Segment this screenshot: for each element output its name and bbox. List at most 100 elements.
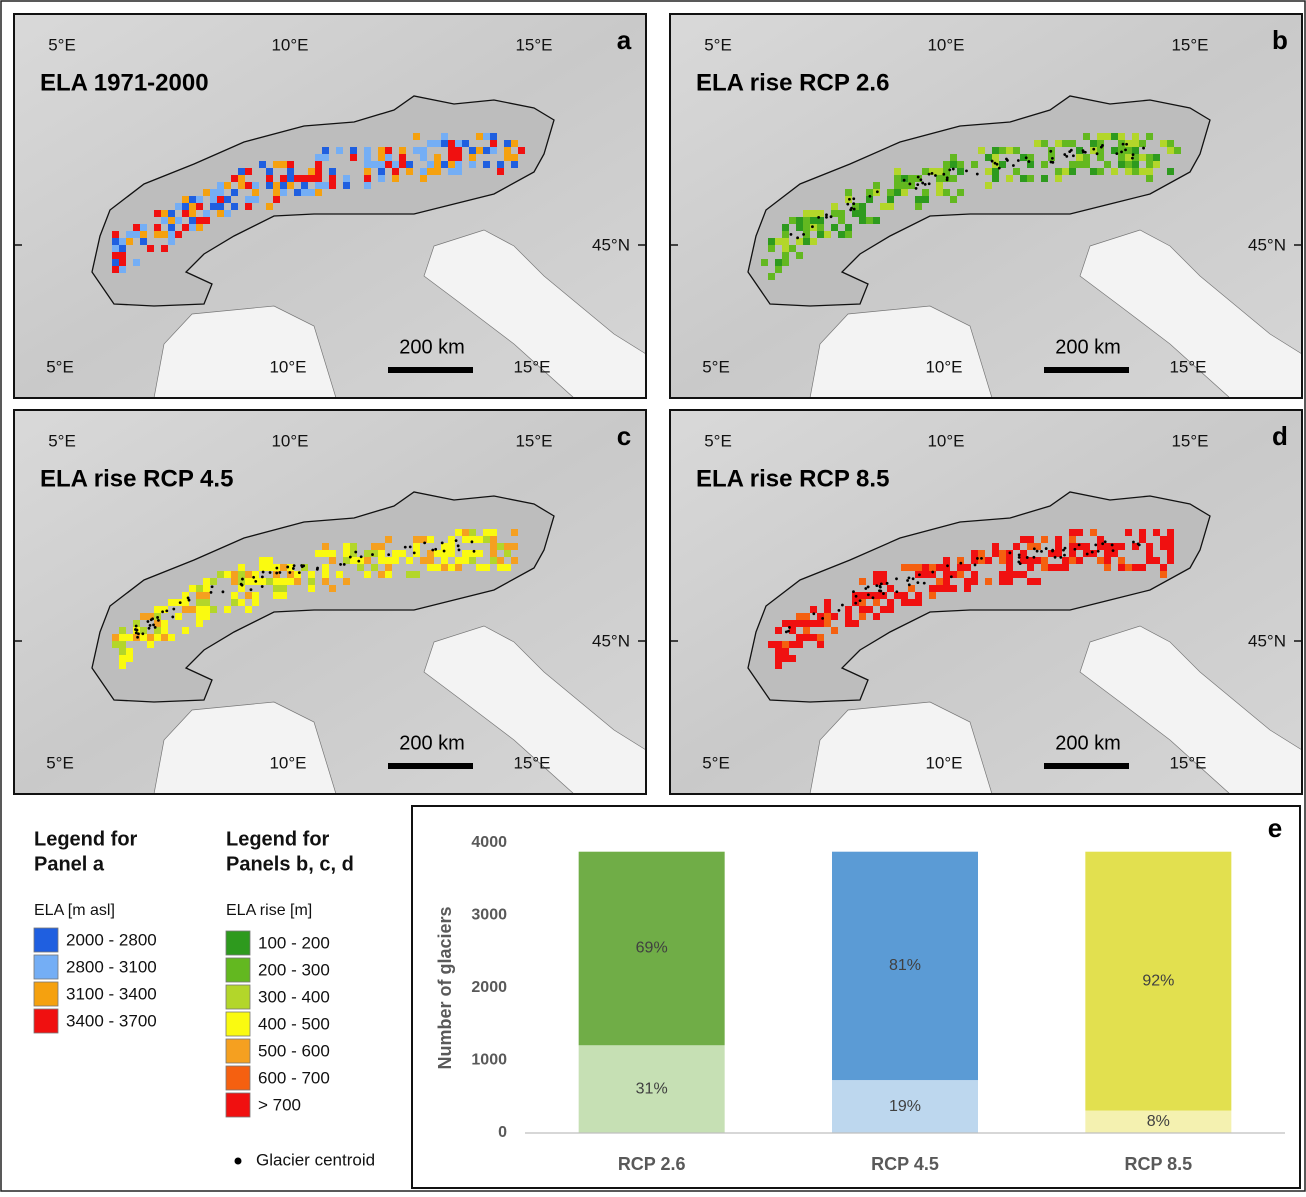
grid-cell [1013, 543, 1020, 550]
glacier-centroid [908, 183, 911, 186]
glacier-centroid [916, 581, 919, 584]
grid-cell [315, 168, 322, 175]
grid-cell [287, 168, 294, 175]
glacier-centroid [917, 176, 920, 179]
glacier-centroid [360, 555, 363, 558]
grid-cell [964, 564, 971, 571]
glacier-centroid [1092, 148, 1095, 151]
grid-cell [803, 620, 810, 627]
glacier-centroid [1065, 155, 1068, 158]
glacier-centroid [302, 564, 305, 567]
grid-cell [1097, 154, 1104, 161]
grid-cell [782, 259, 789, 266]
grid-cell [476, 536, 483, 543]
grid-cell [203, 599, 210, 606]
grid-cell [462, 140, 469, 147]
grid-cell [1132, 140, 1139, 147]
grid-cell [448, 140, 455, 147]
glacier-centroid [1033, 547, 1036, 550]
glacier-centroid [261, 576, 264, 579]
legend-swatch [34, 955, 58, 979]
grid-cell [413, 543, 420, 550]
grid-cell [203, 606, 210, 613]
glacier-centroid [165, 609, 168, 612]
glacier-centroid [135, 625, 138, 628]
grid-cell [1167, 168, 1174, 175]
grid-cell [280, 161, 287, 168]
grid-cell [371, 543, 378, 550]
grid-cell [985, 557, 992, 564]
grid-cell [490, 557, 497, 564]
grid-cell [985, 168, 992, 175]
glacier-centroid [923, 582, 926, 585]
grid-cell [1118, 557, 1125, 564]
grid-cell [231, 203, 238, 210]
grid-cell [126, 231, 133, 238]
grid-cell [238, 168, 245, 175]
grid-cell [196, 599, 203, 606]
grid-cell [217, 182, 224, 189]
grid-cell [789, 620, 796, 627]
grid-cell [336, 571, 343, 578]
grid-cell [887, 585, 894, 592]
grid-cell [824, 620, 831, 627]
grid-cell [238, 564, 245, 571]
grid-cell [196, 585, 203, 592]
grid-cell [775, 648, 782, 655]
grid-cell [203, 592, 210, 599]
grid-cell [985, 578, 992, 585]
grid-cell [273, 182, 280, 189]
glacier-centroid [343, 563, 346, 566]
grid-cell [999, 550, 1006, 557]
grid-cell [789, 655, 796, 662]
grid-cell [168, 634, 175, 641]
lon-label: 5°E [46, 753, 74, 772]
grid-cell [280, 564, 287, 571]
scale-bar [388, 763, 473, 769]
grid-cell [420, 147, 427, 154]
glacier-centroid [292, 567, 295, 570]
grid-cell [1146, 557, 1153, 564]
lon-label: 5°E [704, 35, 732, 54]
legend-label: 2800 - 3100 [66, 957, 157, 976]
grid-cell [322, 578, 329, 585]
grid-cell [196, 224, 203, 231]
scale-label: 200 km [399, 336, 465, 358]
glacier-centroid [830, 215, 833, 218]
grid-cell [252, 182, 259, 189]
grid-cell [1055, 543, 1062, 550]
grid-cell [999, 571, 1006, 578]
grid-cell [782, 252, 789, 259]
grid-cell [273, 196, 280, 203]
grid-cell [203, 217, 210, 224]
scale-bar [1044, 367, 1129, 373]
glacier-centroid [882, 592, 885, 595]
grid-cell [803, 627, 810, 634]
glacier-centroid [241, 578, 244, 581]
grid-cell [1090, 140, 1097, 147]
grid-cell [196, 606, 203, 613]
grid-cell [1097, 133, 1104, 140]
glacier-centroid [161, 610, 164, 613]
grid-cell [1104, 550, 1111, 557]
glacier-centroid [473, 550, 476, 553]
glacier-centroid [915, 187, 918, 190]
grid-cell [1027, 578, 1034, 585]
grid-cell [894, 168, 901, 175]
glacier-centroid [959, 562, 962, 565]
grid-cell [838, 210, 845, 217]
grid-cell [490, 133, 497, 140]
glacier-centroid [980, 557, 983, 560]
grid-cell [497, 168, 504, 175]
glacier-centroid [1019, 562, 1022, 565]
glacier-centroid [286, 566, 289, 569]
grid-cell [147, 245, 154, 252]
grid-cell [789, 641, 796, 648]
grid-cell [796, 224, 803, 231]
grid-cell [196, 203, 203, 210]
legend-swatch [226, 1039, 250, 1063]
grid-cell [789, 245, 796, 252]
lat-label: 45°N [592, 235, 630, 254]
grid-cell [245, 203, 252, 210]
grid-cell [112, 231, 119, 238]
